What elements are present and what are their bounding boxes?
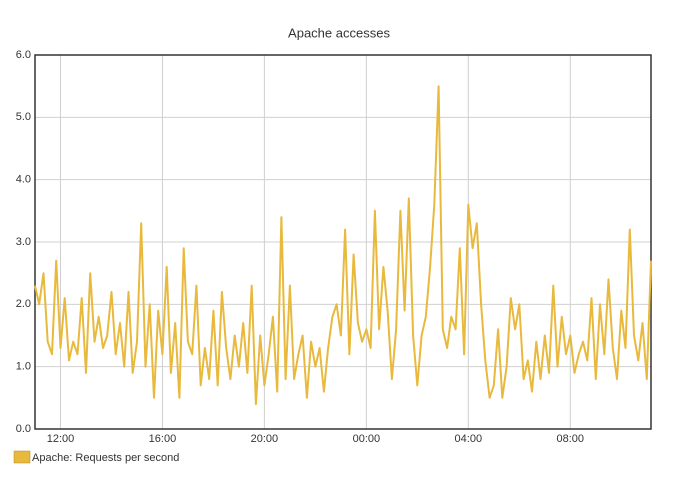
x-tick-label: 00:00 (353, 433, 381, 445)
y-tick-label: 2.0 (16, 298, 31, 310)
x-tick-label: 12:00 (47, 433, 75, 445)
legend-label: Apache: Requests per second (32, 452, 179, 464)
data-line (34, 85, 652, 406)
y-tick-label: 3.0 (16, 236, 31, 248)
legend-swatch (13, 450, 31, 464)
x-tick-label: 08:00 (557, 433, 585, 445)
plot-frame (34, 54, 652, 430)
y-tick-label: 5.0 (16, 111, 31, 123)
chart-title: Apache accesses (288, 25, 390, 40)
x-tick-label: 20:00 (251, 433, 279, 445)
x-tick-label: 04:00 (455, 433, 483, 445)
y-tick-label: 6.0 (16, 49, 31, 61)
y-tick-label: 4.0 (16, 174, 31, 186)
y-tick-label: 0.0 (16, 423, 31, 435)
y-tick-label: 1.0 (16, 361, 31, 373)
x-tick-label: 16:00 (149, 433, 177, 445)
